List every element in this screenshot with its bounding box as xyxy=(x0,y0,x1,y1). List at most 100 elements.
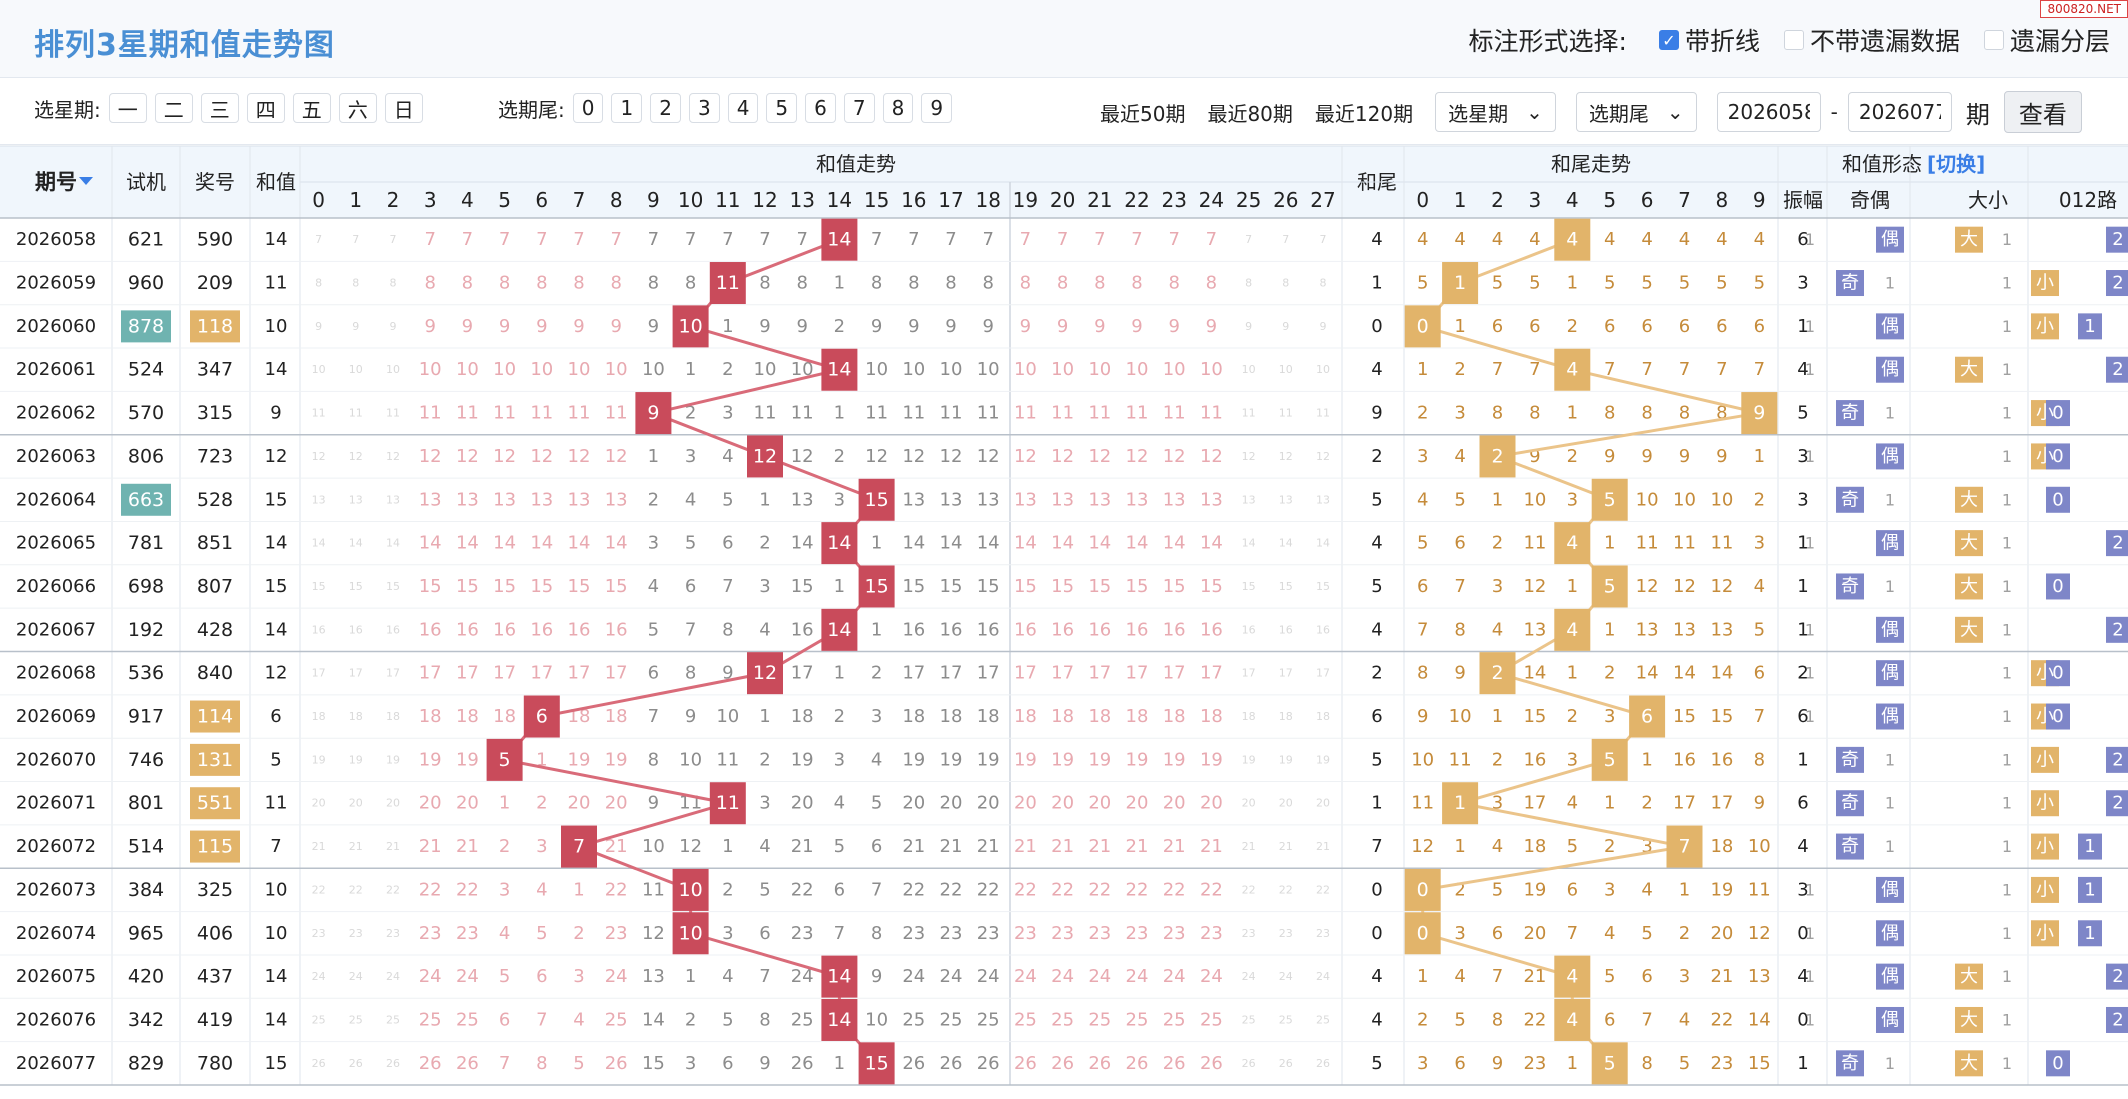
sum-omission: 5 xyxy=(722,489,733,510)
tail-omission: 7 xyxy=(1716,359,1727,380)
sum-omission: 7 xyxy=(871,879,882,900)
sum-omission: 7 xyxy=(499,1053,510,1074)
sum-omission: 8 xyxy=(352,277,359,290)
range-to-input[interactable] xyxy=(1847,92,1952,132)
option-with-line[interactable]: ✓ 带折线 xyxy=(1658,22,1760,58)
big-small-omission: 1 xyxy=(2002,1054,2012,1073)
sum-omission: 14 xyxy=(1163,533,1186,554)
sum-omission: 13 xyxy=(349,493,363,506)
weekday-chip[interactable]: 一 xyxy=(108,93,147,123)
tail-omission: 8 xyxy=(1454,619,1465,640)
sum-omission: 18 xyxy=(1126,706,1149,727)
recent-50-link[interactable]: 最近50期 xyxy=(1100,101,1186,126)
option-label: 带折线 xyxy=(1684,27,1760,56)
recent-80-link[interactable]: 最近80期 xyxy=(1207,101,1293,126)
header-issue[interactable]: 期号 xyxy=(35,170,77,194)
sum-omission: 13 xyxy=(1126,489,1149,510)
sum-omission: 5 xyxy=(685,533,696,554)
sum-col-header: 15 xyxy=(864,188,889,212)
tail-omission: 7 xyxy=(1454,576,1465,597)
sum-omission: 16 xyxy=(349,623,363,636)
amp-value: 4 xyxy=(1797,966,1808,987)
test-highlight xyxy=(121,483,171,516)
checkbox-checked-icon[interactable]: ✓ xyxy=(1658,30,1679,50)
sum-omission: 20 xyxy=(791,793,814,814)
tail-chip[interactable]: 8 xyxy=(882,93,914,123)
weekday-chip[interactable]: 日 xyxy=(384,93,423,123)
sum-omission: 22 xyxy=(1014,879,1037,900)
sum-omission: 15 xyxy=(493,576,516,597)
big-small-tag xyxy=(1955,616,1983,643)
week-select[interactable]: 选星期 ⌄ xyxy=(1435,92,1556,132)
weekday-chip[interactable]: 四 xyxy=(246,93,285,123)
sum-omission: 10 xyxy=(419,359,442,380)
tail-chip[interactable]: 2 xyxy=(650,93,681,123)
sum-omission: 8 xyxy=(908,273,919,294)
tail-omission: 3 xyxy=(1492,793,1503,814)
option-omission-layer[interactable]: 遗漏分层 xyxy=(1983,22,2110,58)
weekday-chip[interactable]: 五 xyxy=(292,93,331,123)
tail-chip[interactable]: 9 xyxy=(921,93,953,123)
sum-col-header: 20 xyxy=(1050,188,1075,212)
sum-omission: 13 xyxy=(940,489,963,510)
tail-omission: 23 xyxy=(1710,1053,1733,1074)
tail-hit-box xyxy=(1629,695,1666,738)
weekday-chip[interactable]: 二 xyxy=(154,93,193,123)
sum-omission: 20 xyxy=(568,793,591,814)
sum-omission: 7 xyxy=(1245,233,1252,246)
tail-select[interactable]: 选期尾 ⌄ xyxy=(1575,92,1697,132)
recent-range: 最近50期 最近80期 最近120期 选星期 ⌄ 选期尾 ⌄ - 期 查看 xyxy=(1100,91,2082,133)
route-label: 2 xyxy=(2112,359,2123,380)
sum-omission: 1 xyxy=(834,1053,845,1074)
sum-omission: 15 xyxy=(940,576,963,597)
amp-value: 6 xyxy=(1797,229,1808,250)
recent-120-link[interactable]: 最近120期 xyxy=(1314,101,1414,126)
tail-chip[interactable]: 4 xyxy=(727,93,759,123)
sum-omission: 16 xyxy=(605,619,628,640)
sum-omission: 18 xyxy=(456,706,479,727)
draw-number: 551 xyxy=(197,792,233,814)
sum-omission: 7 xyxy=(945,229,956,250)
route-label: 2 xyxy=(2112,533,2123,554)
range-from-input[interactable] xyxy=(1716,92,1821,132)
tail-chip[interactable]: 3 xyxy=(688,93,720,123)
sum-omission: 13 xyxy=(1088,489,1111,510)
sum-omission: 5 xyxy=(834,836,845,857)
option-no-omission[interactable]: 不带遗漏数据 xyxy=(1783,22,1960,58)
sum-omission: 24 xyxy=(940,966,963,987)
switch-link[interactable]: [切换] xyxy=(1927,152,1985,176)
view-button[interactable]: 查看 xyxy=(2003,91,2082,133)
sum-omission: 22 xyxy=(1200,879,1223,900)
sum-omission: 25 xyxy=(1279,1013,1293,1026)
tail-omission: 21 xyxy=(1710,966,1733,987)
tail-chip[interactable]: 0 xyxy=(572,93,604,123)
weekday-chip[interactable]: 六 xyxy=(338,93,377,123)
sum-omission: 13 xyxy=(977,489,1000,510)
table-row xyxy=(190,743,2128,776)
big-small-tag xyxy=(1955,486,1983,513)
sum-omission: 9 xyxy=(982,316,993,337)
sum-hit-number: 15 xyxy=(865,575,889,597)
sum-omission: 24 xyxy=(1163,966,1186,987)
weekday-chip[interactable]: 三 xyxy=(200,93,239,123)
tail-chip[interactable]: 7 xyxy=(843,93,875,123)
sum-omission: 11 xyxy=(1242,407,1256,420)
sum-omission: 1 xyxy=(722,316,733,337)
sum-omission: 11 xyxy=(791,403,814,424)
tail-omission: 17 xyxy=(1673,793,1696,814)
tail-chip[interactable]: 6 xyxy=(805,93,836,123)
tail-omission: 9 xyxy=(1604,446,1615,467)
checkbox-icon[interactable] xyxy=(1783,30,1804,50)
tail-hit-number: 9 xyxy=(1753,402,1765,424)
checkbox-icon[interactable] xyxy=(1983,30,2004,50)
tail-chip[interactable]: 5 xyxy=(766,93,798,123)
sum-omission: 17 xyxy=(1242,667,1256,680)
sum-omission: 22 xyxy=(1163,879,1186,900)
sum-omission: 3 xyxy=(722,403,733,424)
sum-hit-box xyxy=(747,435,783,478)
tail-omission: 15 xyxy=(1748,1053,1771,1074)
issue-number: 2026077 xyxy=(16,1053,96,1074)
sort-desc-icon[interactable] xyxy=(79,177,93,185)
tail-omission: 6 xyxy=(1417,576,1428,597)
tail-chip[interactable]: 1 xyxy=(611,93,643,123)
